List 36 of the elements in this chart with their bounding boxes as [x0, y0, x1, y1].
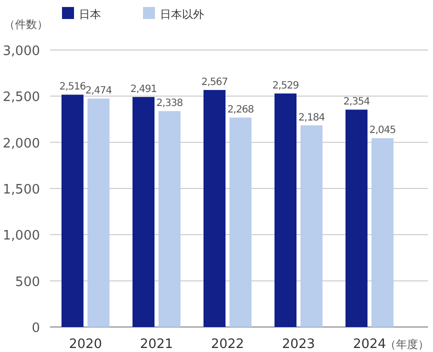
bar [158, 111, 180, 327]
data-label: 2,516 [59, 82, 86, 93]
data-label: 2,338 [156, 98, 183, 110]
data-label: 2,184 [298, 112, 325, 124]
y-tick-label: 3,000 [2, 44, 40, 59]
y-tick-label: 500 [15, 274, 40, 290]
data-label: 2,354 [343, 96, 370, 108]
x-tick-label: 2021 [140, 337, 174, 352]
y-tick-label: 0 [32, 321, 40, 336]
bar [346, 110, 368, 327]
data-label: 2,268 [227, 104, 254, 116]
y-axis-title: （件数） [4, 18, 48, 31]
x-tick-label: 2024 [352, 337, 386, 352]
bar [132, 97, 154, 327]
bar [230, 118, 252, 327]
data-label: 2,045 [369, 125, 396, 136]
legend-label: 日本以外 [160, 8, 204, 21]
x-tick-label: 2022 [210, 337, 244, 352]
bar [204, 90, 226, 327]
bar [88, 98, 110, 327]
x-tick-label: 2023 [282, 337, 316, 352]
legend-label: 日本 [79, 8, 101, 21]
data-label: 2,491 [130, 84, 157, 95]
data-label: 2,529 [272, 80, 299, 92]
bar [274, 93, 296, 327]
bar [62, 94, 84, 327]
y-tick-label: 2,500 [2, 90, 40, 106]
data-label: 2,567 [201, 76, 228, 88]
x-axis-title: （年度） [385, 338, 429, 351]
bar [372, 138, 394, 327]
y-tick-label: 2,000 [2, 136, 40, 152]
bar [300, 125, 322, 327]
y-tick-label: 1,000 [2, 228, 40, 244]
y-tick-label: 1,500 [2, 182, 40, 198]
data-label: 2,474 [85, 86, 112, 97]
x-tick-label: 2020 [68, 337, 102, 352]
